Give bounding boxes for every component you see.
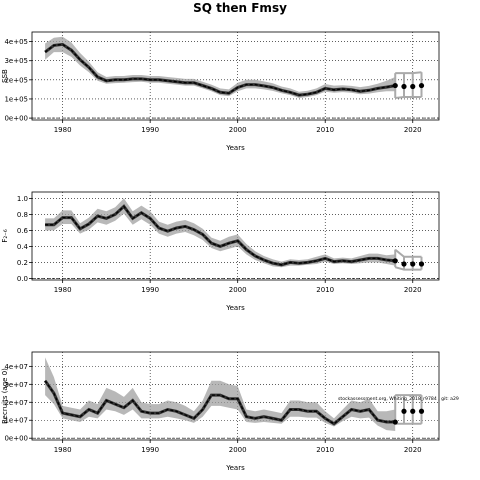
forecast-point (392, 419, 398, 425)
x-tick-label: 1980 (54, 126, 72, 134)
y-tick-label: 4e+05 (4, 38, 28, 46)
x-tick-label: 2010 (316, 286, 334, 294)
y-tick-label: 1e+07 (4, 417, 28, 425)
estimate-line (44, 42, 396, 97)
forecast-point (401, 83, 407, 90)
forecast-lower-line (394, 266, 422, 271)
x-tick-label: 1980 (54, 286, 72, 294)
forecast-point (410, 83, 416, 90)
x-tick-label: 1990 (141, 286, 159, 294)
x-tick-label: 2020 (404, 446, 422, 454)
x-axis-label: Years (225, 304, 245, 312)
forecast-point (392, 258, 398, 264)
estimate-line-dashed (44, 380, 396, 425)
estimate-line-dashed (45, 205, 396, 266)
y-tick-label: 4e+07 (4, 363, 28, 371)
forecast-upper-line (394, 248, 422, 258)
panel-2: 1980 1990 2000 2010 2020 0.0 0.2 0.4 0.6 0.8 1.0 Ye… (1, 191, 440, 312)
plot-frame (31, 31, 440, 121)
x-tick-label: 2010 (316, 126, 334, 134)
plot-frame (31, 191, 440, 281)
y-axis-label: F₂₋₆ (1, 229, 9, 243)
y-tick-label: 3e+05 (4, 57, 28, 65)
x-tick-label: 1980 (54, 446, 72, 454)
y-tick-label: 0.2 (17, 259, 28, 267)
y-tick-label: 3e+07 (4, 381, 28, 389)
y-tick-label: 0.4 (17, 243, 29, 251)
x-tick-label: 2020 (404, 286, 422, 294)
forecast-point (418, 408, 425, 414)
confidence-band (45, 198, 396, 268)
forecast-point (410, 261, 416, 267)
forecast-point (401, 261, 407, 267)
y-tick-label: 2e+05 (4, 76, 28, 84)
forecast-point (418, 261, 425, 267)
forecast-point (401, 408, 407, 414)
x-tick-label: 2000 (229, 446, 247, 454)
y-tick-label: 0e+00 (4, 435, 28, 443)
y-tick-label: 0.8 (17, 211, 28, 219)
forecast-point (418, 82, 425, 89)
x-tick-label: 2000 (229, 286, 247, 294)
y-tick-label: 2e+07 (4, 399, 28, 407)
panel-1: 1980 1990 2000 2010 2020 0e+00 1e+05 2e+05 3e+05… (1, 31, 440, 152)
y-axis-label: SSB (1, 69, 9, 83)
y-tick-label: 0.6 (17, 227, 29, 235)
y-tick-label: 0e+00 (4, 115, 28, 123)
forecast-point (410, 408, 416, 414)
x-tick-label: 2020 (404, 126, 422, 134)
y-tick-label: 1e+05 (4, 95, 28, 103)
forecast-lower-line (395, 96, 422, 99)
x-tick-label: 2010 (316, 446, 334, 454)
y-tick-label: 0.0 (17, 275, 28, 283)
y-axis-label: Recruits (age 0) (1, 368, 9, 424)
estimate-line (45, 204, 396, 267)
x-axis-label: Years (225, 464, 245, 472)
x-tick-label: 1990 (141, 126, 159, 134)
chart-title: SQ then Fmsy (193, 1, 287, 15)
forecast-point (392, 82, 398, 89)
x-axis-label: Years (225, 144, 245, 152)
forecast-upper-line (395, 71, 422, 75)
panel-3: 1980 1990 2000 2010 2020 0e+00 1e+07 2e+07 3e+07… (1, 351, 459, 472)
x-tick-label: 1990 (141, 446, 159, 454)
y-tick-label: 1.0 (17, 195, 28, 203)
annotation-text: stockassessment.org, Whiting_2018_r9784 … (338, 396, 459, 402)
x-tick-label: 2000 (229, 126, 247, 134)
plot-frame (31, 351, 440, 441)
